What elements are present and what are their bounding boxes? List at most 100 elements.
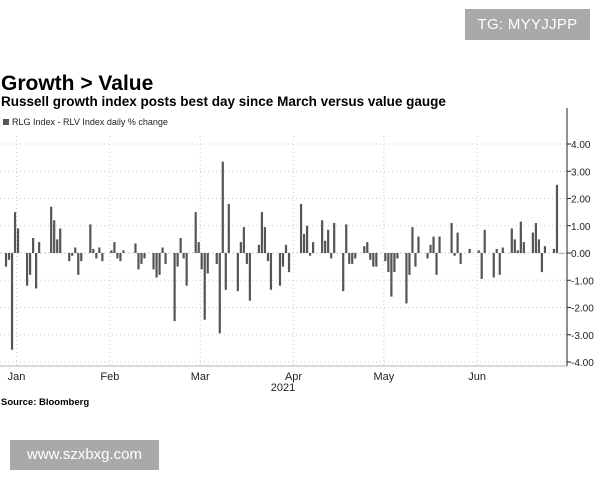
legend-swatch	[3, 119, 9, 125]
bar	[278, 253, 282, 286]
watermark-badge-top: TG: MYYJJPP	[465, 9, 590, 40]
bar	[224, 253, 227, 290]
bar	[239, 242, 242, 253]
bar	[80, 253, 83, 262]
bar	[327, 229, 330, 253]
bar	[266, 253, 270, 262]
bar	[215, 253, 218, 264]
bar	[218, 253, 221, 334]
bar	[221, 161, 224, 253]
x-tick-label: May	[373, 371, 394, 383]
bar	[164, 253, 167, 264]
bar	[438, 236, 441, 253]
chart-title: Growth > Value	[1, 72, 154, 95]
bar	[155, 253, 158, 278]
bar	[98, 247, 101, 253]
bar	[540, 253, 544, 273]
x-tick-label: Feb	[100, 371, 119, 383]
bar	[552, 248, 556, 253]
bar	[4, 253, 8, 267]
bar	[194, 212, 197, 253]
bar	[498, 253, 501, 275]
bar	[330, 253, 333, 259]
bar	[59, 228, 62, 253]
bar	[354, 253, 357, 259]
y-tick-label: -4.00	[571, 358, 594, 369]
bar	[375, 253, 378, 267]
bar	[110, 250, 113, 253]
bar	[29, 253, 32, 275]
bar	[197, 242, 200, 253]
chart-subtitle: Russell growth index posts best day sinc…	[1, 94, 446, 109]
x-tick-label: Apr	[285, 371, 302, 383]
bar	[203, 253, 206, 320]
y-tick-label: 2.00	[571, 195, 591, 206]
bar	[137, 253, 140, 270]
bar	[95, 253, 98, 259]
bar	[363, 246, 366, 253]
bar	[152, 253, 155, 270]
bar	[384, 253, 387, 262]
bar	[122, 250, 125, 253]
bar	[312, 242, 315, 253]
y-tick-label: 3.00	[571, 167, 591, 178]
bar	[345, 224, 348, 253]
bar	[369, 253, 372, 260]
bar	[245, 253, 248, 264]
bar	[287, 253, 291, 273]
bar	[302, 233, 306, 253]
bar	[113, 242, 116, 253]
bar	[236, 253, 239, 292]
bar	[260, 212, 264, 253]
bar	[519, 221, 522, 253]
bar	[342, 253, 345, 292]
bar	[453, 253, 456, 256]
bar	[25, 253, 29, 286]
bar	[77, 253, 80, 275]
x-tick-label: Mar	[191, 371, 210, 383]
bar	[555, 184, 559, 253]
bar	[53, 220, 56, 253]
bar	[405, 253, 408, 304]
legend: RLG Index - RLV Index daily % change	[3, 117, 168, 127]
bar	[351, 253, 354, 264]
bar	[366, 242, 369, 253]
bar	[32, 238, 35, 253]
y-tick-label: 0.00	[571, 249, 591, 260]
bar	[411, 227, 414, 253]
bar	[263, 227, 267, 253]
bar	[182, 253, 185, 259]
bar	[92, 248, 95, 253]
bar	[119, 253, 122, 262]
bar	[501, 247, 504, 253]
bar	[333, 223, 336, 253]
source-note: Source: Bloomberg	[1, 397, 90, 408]
bar	[56, 239, 59, 253]
axes: 4.00 3.00 2.00 1.00 0.00 -1.00 -2.00 -3.00 -4.00…	[0, 108, 594, 383]
bar	[324, 240, 327, 253]
bar	[483, 229, 486, 253]
bar	[435, 253, 438, 275]
bars	[4, 161, 565, 350]
bar	[308, 253, 312, 256]
bar-chart: 4.00 3.00 2.00 1.00 0.00 -1.00 -2.00 -3.00 -4.00…	[0, 108, 594, 394]
bar	[516, 250, 519, 253]
bar	[284, 244, 288, 253]
bar	[158, 253, 161, 275]
bar	[257, 244, 261, 253]
bar	[534, 223, 537, 253]
bar	[50, 206, 53, 253]
bar	[426, 253, 429, 259]
y-tick-label: -2.00	[571, 304, 594, 315]
legend-label: RLG Index - RLV Index daily % change	[12, 117, 168, 127]
bar	[161, 247, 164, 253]
bar	[68, 253, 71, 262]
bar	[417, 236, 420, 253]
y-tick-label: -1.00	[571, 276, 594, 287]
bar	[116, 253, 119, 259]
bar	[38, 242, 41, 253]
bar	[390, 253, 393, 297]
bar	[74, 247, 77, 253]
bar	[408, 253, 411, 275]
bar	[281, 253, 285, 267]
